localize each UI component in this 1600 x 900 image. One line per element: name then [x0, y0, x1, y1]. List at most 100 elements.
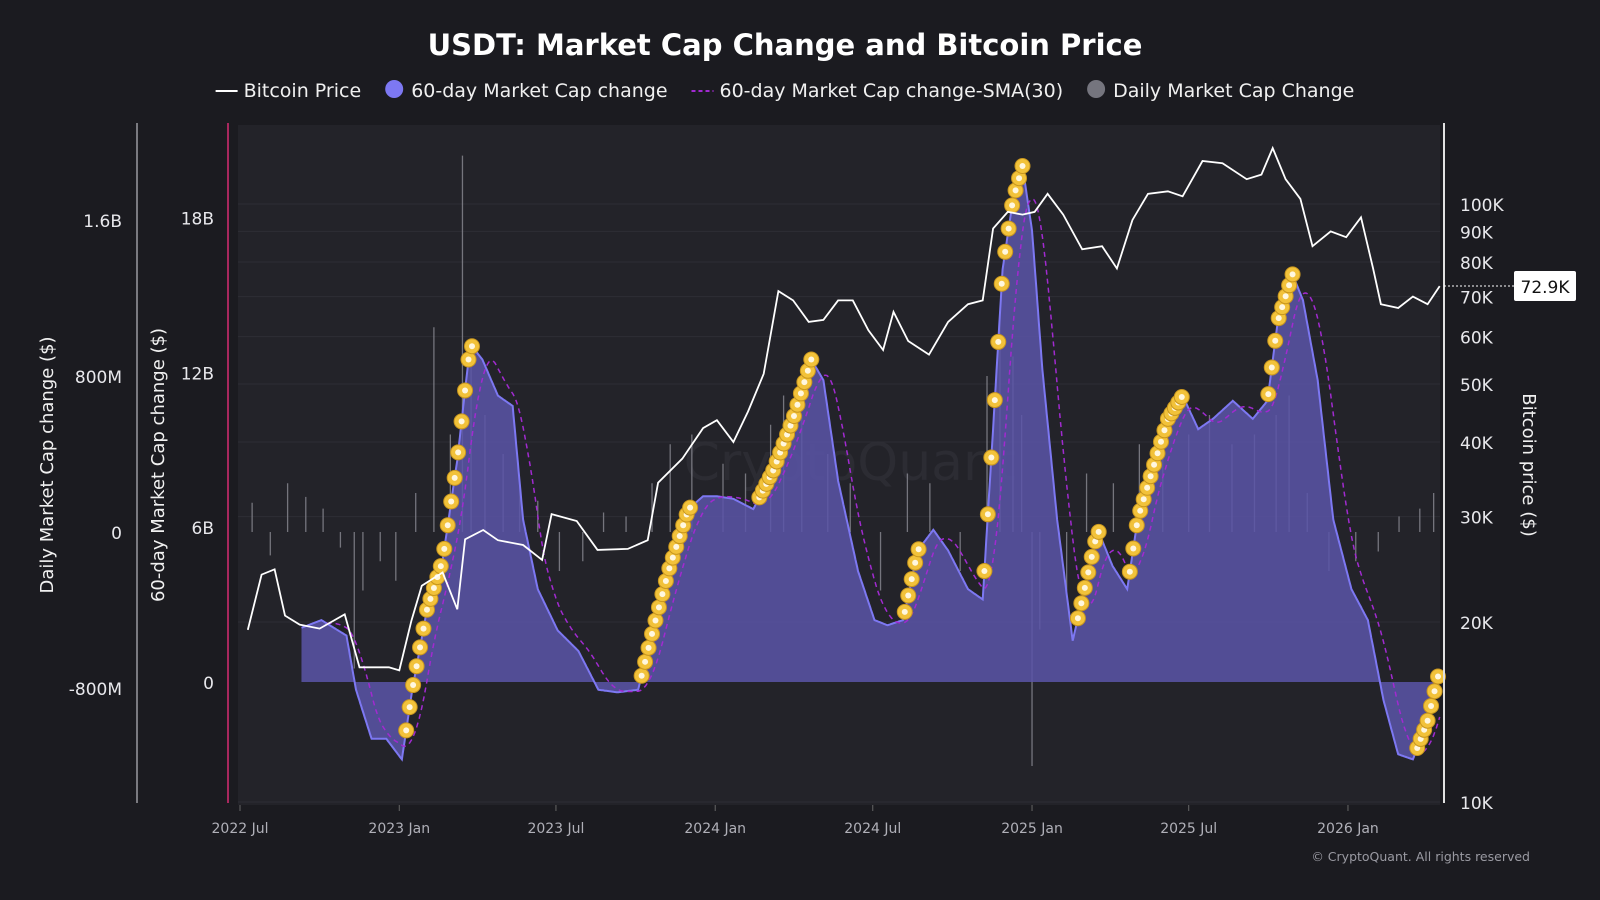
signal-marker-center [441, 545, 448, 552]
btc-tick-label: 100K [1460, 196, 1504, 216]
signal-marker-center [455, 449, 462, 456]
legend-item-sma[interactable]: 60-day Market Cap change-SMA(30) [691, 80, 1064, 102]
legend-bitcoin-label[interactable]: Bitcoin Price [244, 80, 362, 102]
legend: Bitcoin Price 60-day Market Cap change 6… [215, 80, 1354, 102]
signal-marker-center [801, 379, 808, 386]
signal-marker-center [1424, 717, 1431, 724]
mc60-tick-label: 12B [181, 364, 214, 384]
btc-tick-label: 80K [1460, 254, 1494, 274]
signal-marker-center [804, 367, 811, 374]
signal-marker-center [1095, 528, 1102, 535]
signal-marker-center [448, 498, 455, 505]
signal-marker-center [1157, 438, 1164, 445]
signal-marker-center [915, 546, 922, 553]
signal-marker-center [406, 704, 413, 711]
signal-marker-center [908, 576, 915, 583]
signal-marker-center [1268, 364, 1275, 371]
signal-marker-center [901, 608, 908, 615]
legend-mc60-label[interactable]: 60-day Market Cap change [411, 80, 667, 102]
signal-marker-center [417, 644, 424, 651]
signal-marker-center [1019, 163, 1026, 169]
btc-tick-label: 70K [1460, 289, 1494, 309]
signal-marker-center [1147, 473, 1154, 480]
signal-marker-center [995, 338, 1002, 345]
signal-marker-center [649, 630, 656, 637]
chart-title: USDT: Market Cap Change and Bitcoin Pric… [428, 28, 1143, 62]
signal-marker-center [659, 591, 666, 598]
legend-daily-label[interactable]: Daily Market Cap Change [1113, 80, 1354, 102]
signal-marker-center [430, 584, 437, 591]
signal-marker-center [1154, 450, 1161, 457]
bitcoin-price-line [246, 145, 1441, 672]
signal-marker-center [410, 682, 417, 689]
signal-marker-center [680, 522, 687, 529]
signal-marker-center [1009, 202, 1016, 209]
signal-marker-center [1130, 545, 1137, 552]
signal-marker-center [1012, 187, 1019, 194]
signal-marker-center [991, 397, 998, 404]
daily-tick-label: 1.6B [83, 212, 122, 232]
daily-tick-label: 0 [111, 524, 122, 544]
signal-marker-center [1002, 248, 1009, 255]
x-tick-label: 2023 Jul [527, 821, 584, 837]
signal-marker-center [1088, 553, 1095, 560]
btc-tick-label: 20K [1460, 614, 1494, 634]
signal-marker-center [1431, 688, 1438, 695]
daily-tick-label: -800M [69, 680, 122, 700]
signal-marker-center [1016, 175, 1023, 182]
signal-marker-center [462, 387, 469, 394]
btc-tick-label: 40K [1460, 434, 1494, 454]
signal-marker-center [638, 672, 645, 679]
daily-axis-label: Daily Market Cap change ($) [37, 336, 58, 593]
signal-marker-center [794, 401, 801, 408]
signal-marker-center [808, 356, 815, 363]
signal-marker-center [413, 663, 420, 670]
signal-marker-center [420, 625, 427, 632]
signal-marker-center [1289, 271, 1296, 278]
signal-marker-center [666, 565, 673, 572]
mc60-axis-label: 60-day Market Cap change ($) [148, 328, 169, 602]
signal-marker-center [912, 559, 919, 566]
signal-marker-center [998, 280, 1005, 287]
mc60-tick-label: 0 [203, 674, 214, 694]
signal-marker-center [458, 418, 465, 425]
signal-marker-center [437, 563, 444, 570]
mc60-line [301, 165, 1441, 762]
signal-marker-center [662, 577, 669, 584]
x-tick-label: 2023 Jan [368, 821, 430, 837]
x-tick-label: 2024 Jul [844, 821, 901, 837]
axes: 100K 90K 80K 70K 60K 50K 40K 30K 20K 10K 18B 12B 6B 0… [69, 196, 1505, 837]
signal-marker-center [451, 474, 458, 481]
current-price-label: 72.9K [1521, 278, 1571, 298]
legend-item-bitcoin[interactable]: Bitcoin Price [215, 80, 362, 102]
signal-marker-center [1005, 225, 1012, 232]
signal-marker-center [1151, 461, 1158, 468]
x-tick-label: 2025 Jul [1160, 821, 1217, 837]
signal-marker-center [1161, 427, 1168, 434]
signal-marker-center [1133, 522, 1140, 529]
legend-sma-label[interactable]: 60-day Market Cap change-SMA(30) [720, 80, 1064, 102]
signal-marker-center [1137, 507, 1144, 514]
signal-marker-center [403, 727, 410, 734]
signal-marker-center [984, 511, 991, 518]
signal-marker-center [652, 617, 659, 624]
signal-marker-center [1126, 568, 1133, 575]
signal-marker-center [468, 343, 475, 350]
signal-marker-center [1275, 315, 1282, 322]
signal-marker-center [642, 658, 649, 665]
signal-marker-center [465, 356, 472, 363]
legend-daily-swatch [1087, 80, 1106, 98]
signal-marker-center [1085, 569, 1092, 576]
btc-tick-label: 10K [1460, 794, 1494, 814]
legend-item-mc60[interactable]: 60-day Market Cap change [385, 80, 668, 102]
signal-marker-center [1428, 702, 1435, 709]
signal-marker-center [981, 568, 988, 575]
signal-marker-center [1144, 484, 1151, 491]
legend-item-daily[interactable]: Daily Market Cap Change [1087, 80, 1354, 102]
signal-marker-center [645, 644, 652, 651]
daily-tick-label: 800M [75, 368, 122, 388]
btc-tick-label: 90K [1460, 223, 1494, 243]
legend-mc60-swatch [385, 80, 404, 98]
signal-marker-center [687, 504, 694, 511]
